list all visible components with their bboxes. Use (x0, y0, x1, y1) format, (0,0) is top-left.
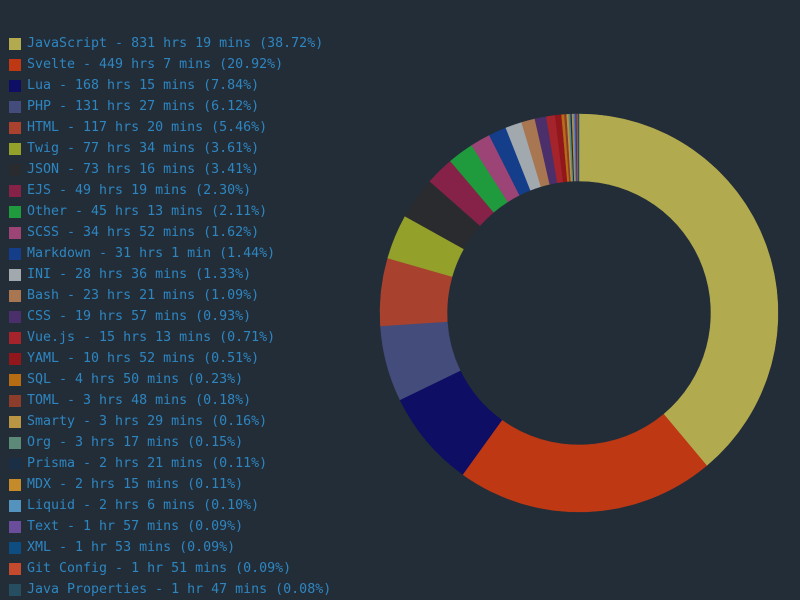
legend-swatch (9, 79, 21, 92)
legend-item[interactable]: Svelte - 449 hrs 7 mins (20.92%) (9, 54, 331, 75)
donut-slice[interactable] (578, 113, 779, 466)
legend-swatch (9, 436, 21, 449)
legend-label: Vue.js - 15 hrs 13 mins (0.71%) (27, 330, 276, 345)
legend-label: INI - 28 hrs 36 mins (1.33%) (27, 267, 252, 282)
legend-swatch (9, 121, 21, 134)
legend-label: MDX - 2 hrs 15 mins (0.11%) (27, 477, 244, 492)
legend-item[interactable]: Markdown - 31 hrs 1 min (1.44%) (9, 243, 331, 264)
legend-swatch (9, 373, 21, 386)
legend-item[interactable]: INI - 28 hrs 36 mins (1.33%) (9, 264, 331, 285)
legend-swatch (9, 289, 21, 302)
legend-item[interactable]: Lua - 168 hrs 15 mins (7.84%) (9, 75, 331, 96)
donut-slice[interactable] (577, 113, 580, 182)
legend-swatch (9, 37, 21, 50)
legend-label: Git Config - 1 hr 51 mins (0.09%) (27, 561, 292, 576)
legend-label: Twig - 77 hrs 34 mins (3.61%) (27, 141, 260, 156)
legend-swatch (9, 562, 21, 575)
legend-label: SQL - 4 hrs 50 mins (0.23%) (27, 372, 244, 387)
legend-label: Java Properties - 1 hr 47 mins (0.08%) (27, 582, 332, 597)
legend-label: PHP - 131 hrs 27 mins (6.12%) (27, 99, 260, 114)
legend-label: HTML - 117 hrs 20 mins (5.46%) (27, 120, 268, 135)
legend-swatch (9, 457, 21, 470)
legend-item[interactable]: Bash - 23 hrs 21 mins (1.09%) (9, 285, 331, 306)
legend-item[interactable]: Java Properties - 1 hr 47 mins (0.08%) (9, 579, 331, 600)
donut-slice[interactable] (462, 413, 708, 513)
legend-label: Prisma - 2 hrs 21 mins (0.11%) (27, 456, 268, 471)
legend-swatch (9, 226, 21, 239)
legend-label: XML - 1 hr 53 mins (0.09%) (27, 540, 236, 555)
legend-item[interactable]: Org - 3 hrs 17 mins (0.15%) (9, 432, 331, 453)
legend-item[interactable]: Prisma - 2 hrs 21 mins (0.11%) (9, 453, 331, 474)
legend-label: Bash - 23 hrs 21 mins (1.09%) (27, 288, 260, 303)
legend-item[interactable]: JSON - 73 hrs 16 mins (3.41%) (9, 159, 331, 180)
legend-swatch (9, 478, 21, 491)
legend-swatch (9, 583, 21, 596)
legend-label: Text - 1 hr 57 mins (0.09%) (27, 519, 244, 534)
legend-swatch (9, 247, 21, 260)
legend-item[interactable]: SCSS - 34 hrs 52 mins (1.62%) (9, 222, 331, 243)
legend-label: Svelte - 449 hrs 7 mins (20.92%) (27, 57, 284, 72)
legend-item[interactable]: Vue.js - 15 hrs 13 mins (0.71%) (9, 327, 331, 348)
legend-label: JSON - 73 hrs 16 mins (3.41%) (27, 162, 260, 177)
legend-item[interactable]: Text - 1 hr 57 mins (0.09%) (9, 516, 331, 537)
legend-label: Markdown - 31 hrs 1 min (1.44%) (27, 246, 276, 261)
legend-swatch (9, 310, 21, 323)
legend-item[interactable]: CSS - 19 hrs 57 mins (0.93%) (9, 306, 331, 327)
legend-item[interactable]: PHP - 131 hrs 27 mins (6.12%) (9, 96, 331, 117)
legend-item[interactable]: SQL - 4 hrs 50 mins (0.23%) (9, 369, 331, 390)
legend-label: JavaScript - 831 hrs 19 mins (38.72%) (27, 36, 324, 51)
legend-swatch (9, 184, 21, 197)
legend-swatch (9, 415, 21, 428)
legend-label: EJS - 49 hrs 19 mins (2.30%) (27, 183, 252, 198)
legend-item[interactable]: Git Config - 1 hr 51 mins (0.09%) (9, 558, 331, 579)
legend-item[interactable]: HTML - 117 hrs 20 mins (5.46%) (9, 117, 331, 138)
legend-item[interactable]: JavaScript - 831 hrs 19 mins (38.72%) (9, 33, 331, 54)
legend-item[interactable]: TOML - 3 hrs 48 mins (0.18%) (9, 390, 331, 411)
legend-swatch (9, 499, 21, 512)
legend-label: CSS - 19 hrs 57 mins (0.93%) (27, 309, 252, 324)
legend-swatch (9, 352, 21, 365)
legend-item[interactable]: YAML - 10 hrs 52 mins (0.51%) (9, 348, 331, 369)
legend-swatch (9, 163, 21, 176)
legend-swatch (9, 520, 21, 533)
legend-label: Other - 45 hrs 13 mins (2.11%) (27, 204, 268, 219)
legend-label: Lua - 168 hrs 15 mins (7.84%) (27, 78, 260, 93)
legend-item[interactable]: XML - 1 hr 53 mins (0.09%) (9, 537, 331, 558)
legend-label: SCSS - 34 hrs 52 mins (1.62%) (27, 225, 260, 240)
legend-swatch (9, 541, 21, 554)
legend-swatch (9, 205, 21, 218)
legend-item[interactable]: Twig - 77 hrs 34 mins (3.61%) (9, 138, 331, 159)
legend-label: Smarty - 3 hrs 29 mins (0.16%) (27, 414, 268, 429)
legend-swatch (9, 394, 21, 407)
legend-item[interactable]: Smarty - 3 hrs 29 mins (0.16%) (9, 411, 331, 432)
legend-label: Liquid - 2 hrs 6 mins (0.10%) (27, 498, 260, 513)
legend-item[interactable]: Other - 45 hrs 13 mins (2.11%) (9, 201, 331, 222)
legend-swatch (9, 100, 21, 113)
legend-swatch (9, 142, 21, 155)
legend-label: Org - 3 hrs 17 mins (0.15%) (27, 435, 244, 450)
legend-item[interactable]: Liquid - 2 hrs 6 mins (0.10%) (9, 495, 331, 516)
legend-label: TOML - 3 hrs 48 mins (0.18%) (27, 393, 252, 408)
legend-swatch (9, 268, 21, 281)
legend-swatch (9, 331, 21, 344)
legend-item[interactable]: MDX - 2 hrs 15 mins (0.11%) (9, 474, 331, 495)
legend-swatch (9, 58, 21, 71)
chart-legend: JavaScript - 831 hrs 19 mins (38.72%) Sve… (9, 33, 331, 600)
legend-item[interactable]: EJS - 49 hrs 19 mins (2.30%) (9, 180, 331, 201)
legend-label: YAML - 10 hrs 52 mins (0.51%) (27, 351, 260, 366)
